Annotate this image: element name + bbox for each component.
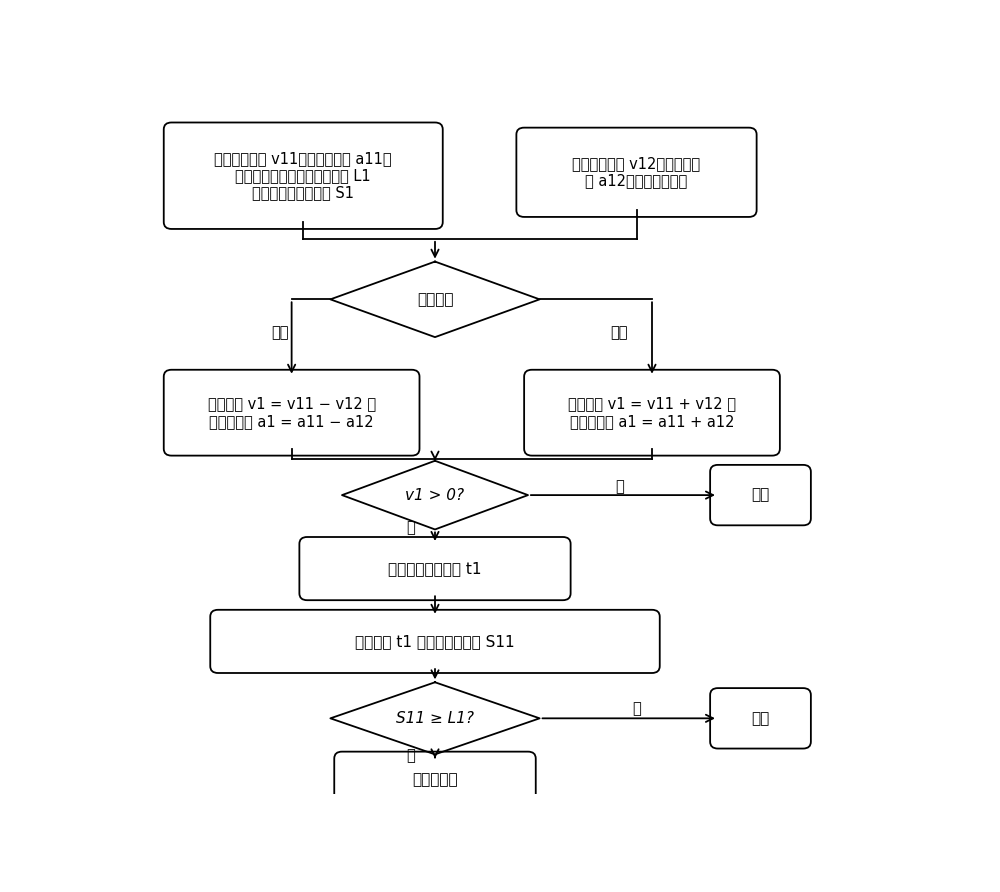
FancyBboxPatch shape [299,537,571,600]
FancyBboxPatch shape [164,122,443,229]
FancyBboxPatch shape [516,128,757,217]
Text: 结束: 结束 [751,488,770,502]
Text: 否: 否 [632,701,641,716]
Text: v1 > 0?: v1 > 0? [405,488,465,502]
Text: 相对速度 v1 = v11 − v12 、
相对加速度 a1 = a11 − a12: 相对速度 v1 = v11 − v12 、 相对加速度 a1 = a11 − a… [208,396,376,429]
Text: 同向: 同向 [271,325,289,340]
Text: 相对速度 v1 = v11 + v12 、
相对加速度 a1 = a11 + a12: 相对速度 v1 = v11 + v12 、 相对加速度 a1 = a11 + a… [568,396,736,429]
Text: 结束: 结束 [751,711,770,726]
Text: 获取自车车速 v11、自车加速度 a11、
自车行驶方向、自车刹车距离 L1
以及自车与前车车距 S1: 获取自车车速 v11、自车加速度 a11、 自车行驶方向、自车刹车距离 L1 以… [214,151,392,201]
FancyBboxPatch shape [524,370,780,456]
Text: 计算时间 t1 内自车行驶距离 S11: 计算时间 t1 内自车行驶距离 S11 [355,634,515,648]
FancyBboxPatch shape [710,465,811,525]
Text: 是: 是 [406,520,415,535]
FancyBboxPatch shape [334,752,536,809]
Text: 是: 是 [406,747,415,763]
FancyBboxPatch shape [210,610,660,673]
Polygon shape [342,461,528,530]
Text: 否: 否 [615,479,624,493]
Polygon shape [330,261,540,337]
Text: 计算碰撞发生时间 t1: 计算碰撞发生时间 t1 [388,561,482,576]
Text: 相对方向: 相对方向 [417,292,453,307]
FancyBboxPatch shape [164,370,420,456]
Text: 相向: 相向 [611,325,628,340]
Text: S11 ≥ L1?: S11 ≥ L1? [396,711,474,726]
Text: 报警并刹车: 报警并刹车 [412,772,458,788]
FancyBboxPatch shape [710,688,811,748]
Polygon shape [330,682,540,755]
Text: 获取前车车速 v12、前车加速
度 a12、前车行驶方向: 获取前车车速 v12、前车加速 度 a12、前车行驶方向 [572,156,701,188]
